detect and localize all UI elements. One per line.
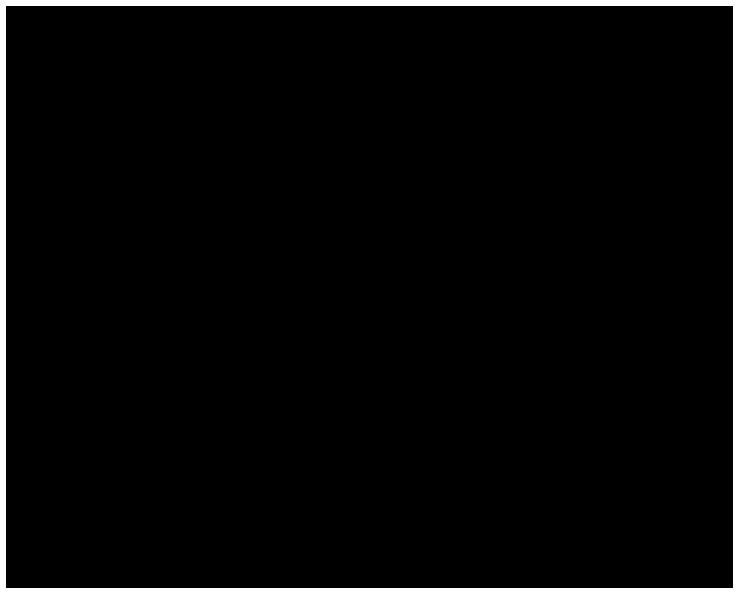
word-cloud-canvas: [6, 6, 733, 588]
word-cloud: [6, 6, 733, 588]
